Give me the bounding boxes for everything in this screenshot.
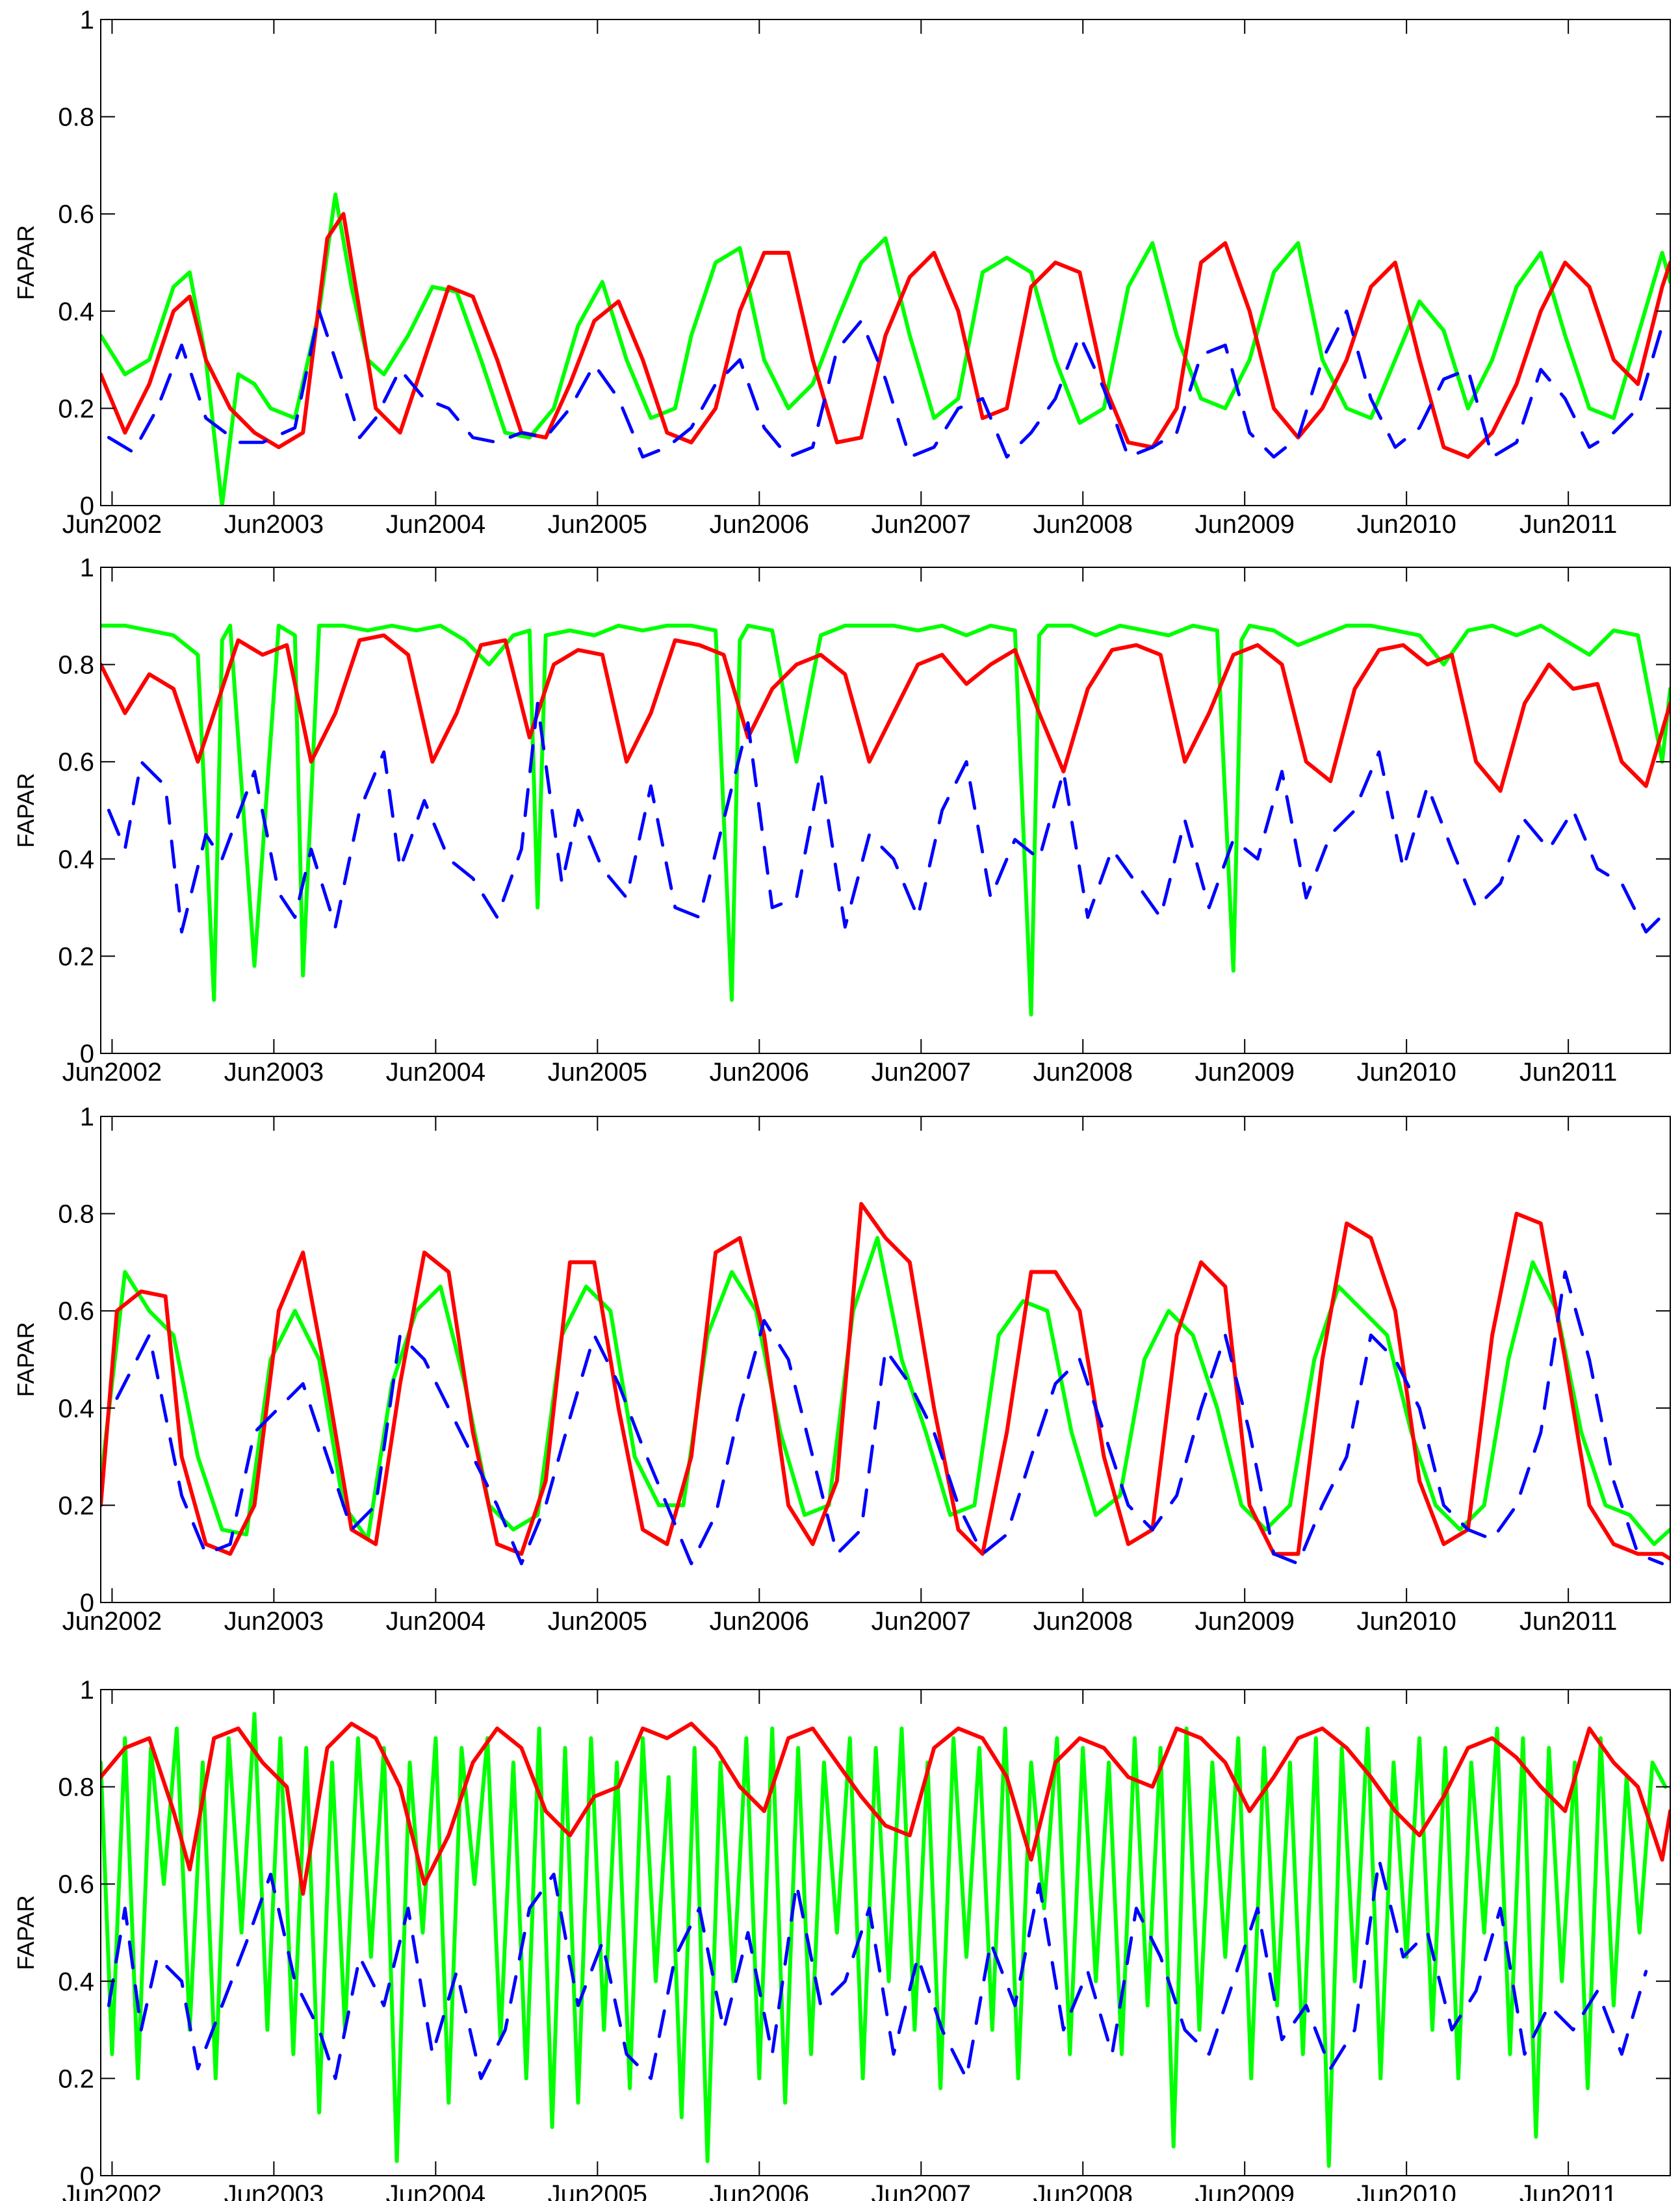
y-tick-label: 0.4 [58,1968,94,1996]
x-tick-label: Jun2002 [62,1058,162,1087]
series-group [101,1202,1670,1565]
x-tick-label: Jun2010 [1356,1058,1456,1087]
x-tick-label: Jun2009 [1195,510,1294,539]
x-tick-label: Jun2007 [872,1607,971,1636]
x-tick-label: Jun2006 [710,510,809,539]
x-tick-label: Jun2003 [224,1058,324,1087]
series-blue-line [107,1858,1648,2080]
x-tick-label: Jun2003 [224,1607,324,1636]
series-red-line [101,1202,1670,1561]
series-green-line [101,1712,1668,2168]
axes-frame [100,1116,1671,1603]
x-tick-label: Jun2009 [1195,1058,1294,1087]
x-tick-label: Jun2006 [710,1607,809,1636]
y-axis-label: FAPAR [12,773,39,847]
y-tick-label: 0.4 [58,298,94,326]
x-tick-label: Jun2005 [548,510,647,539]
y-tick-label: 1 [80,1676,94,1705]
x-tick-label: Jun2003 [224,2180,324,2201]
y-axis-label: FAPAR [12,1322,39,1397]
x-tick-label: Jun2005 [548,2180,647,2201]
x-tick-label: Jun2011 [1519,2180,1618,2201]
x-tick-label: Jun2004 [386,510,485,539]
y-tick-label: 0.2 [58,1491,94,1520]
x-tick-label: Jun2009 [1195,1607,1294,1636]
y-tick-label: 0.6 [58,1297,94,1326]
y-tick-label: 0.8 [58,1200,94,1229]
y-tick-label: 0 [80,2162,94,2191]
x-tick-label: Jun2008 [1033,2180,1133,2201]
series-red-line [101,1721,1670,1896]
y-tick-label: 1 [80,1103,94,1131]
x-tick-label: Jun2010 [1356,510,1456,539]
y-tick-label: 0.6 [58,1870,94,1899]
x-tick-label: Jun2002 [62,510,162,539]
axes-frame [100,567,1671,1054]
y-tick-label: 0 [80,1589,94,1617]
x-tick-label: Jun2004 [386,1058,485,1087]
x-tick-label: Jun2011 [1519,510,1618,539]
series-red-line [101,633,1670,793]
plot-area [101,19,1670,506]
x-tick-label: Jun2009 [1195,2180,1294,2201]
x-tick-label: Jun2008 [1033,1058,1133,1087]
series-group [101,1712,1670,2168]
x-tick-label: Jun2003 [224,510,324,539]
y-tick-label: 0.8 [58,1773,94,1802]
x-tick-label: Jun2005 [548,1607,647,1636]
x-tick-label: Jun2004 [386,1607,485,1636]
y-tick-label: 0.2 [58,2065,94,2093]
y-axis-label: FAPAR [12,1895,39,1970]
y-tick-label: 0.6 [58,200,94,229]
y-tick-label: 0 [80,492,94,521]
x-tick-label: Jun2011 [1519,1058,1618,1087]
y-tick-label: 0.2 [58,394,94,423]
y-tick-label: 0.8 [58,103,94,132]
x-tick-label: Jun2007 [872,510,971,539]
axes-frame [100,19,1671,506]
x-tick-label: Jun2005 [548,1058,647,1087]
series-blue-line [107,701,1670,934]
chart-panel-4: 0 0.2 0.4 0.6 0.8 1 Jun2002 Jun2003 Jun2004 Jun20… [12,1676,1671,2201]
y-tick-label: 0.6 [58,748,94,777]
y-tick-label: 0.2 [58,942,94,971]
axes-frame [100,1689,1671,2176]
chart-panel-2: 0 0.2 0.4 0.6 0.8 1 Jun2002 Jun2003 Jun2004 Jun20… [12,554,1671,1087]
panels: 0 0.2 0.4 0.6 0.8 1 Jun2002 Jun2003 Jun2004 Jun20… [12,6,1671,2201]
x-tick-label: Jun2002 [62,1607,162,1636]
y-tick-label: 1 [80,554,94,582]
y-tick-label: 1 [80,6,94,34]
x-tick-label: Jun2007 [872,1058,971,1087]
x-tick-label: Jun2010 [1356,1607,1456,1636]
chart-panel-3: 0 0.2 0.4 0.6 0.8 1 Jun2002 Jun2003 Jun2004 Jun20… [12,1103,1671,1636]
y-tick-label: 0.8 [58,651,94,680]
x-tick-label: Jun2007 [872,2180,971,2201]
series-green-line [101,623,1670,1017]
x-tick-label: Jun2006 [710,2180,809,2201]
x-tick-label: Jun2008 [1033,510,1133,539]
x-tick-label: Jun2008 [1033,1607,1133,1636]
y-tick-label: 0.4 [58,845,94,874]
x-tick-label: Jun2011 [1519,1607,1618,1636]
series-group [101,623,1670,1017]
series-group [101,192,1670,506]
plot-area [101,567,1670,1053]
chart-panel-1: 0 0.2 0.4 0.6 0.8 1 Jun2002 Jun2003 Jun2004 Jun20… [12,6,1671,539]
x-tick-label: Jun2004 [386,2180,485,2201]
series-blue-line [107,309,1664,459]
x-tick-label: Jun2006 [710,1058,809,1087]
y-axis-label: FAPAR [12,225,39,300]
series-red-line [101,212,1670,459]
series-blue-line [115,1270,1664,1565]
y-tick-label: 0 [80,1040,94,1068]
x-tick-label: Jun2002 [62,2180,162,2201]
y-tick-label: 0.4 [58,1395,94,1423]
x-tick-label: Jun2010 [1356,2180,1456,2201]
